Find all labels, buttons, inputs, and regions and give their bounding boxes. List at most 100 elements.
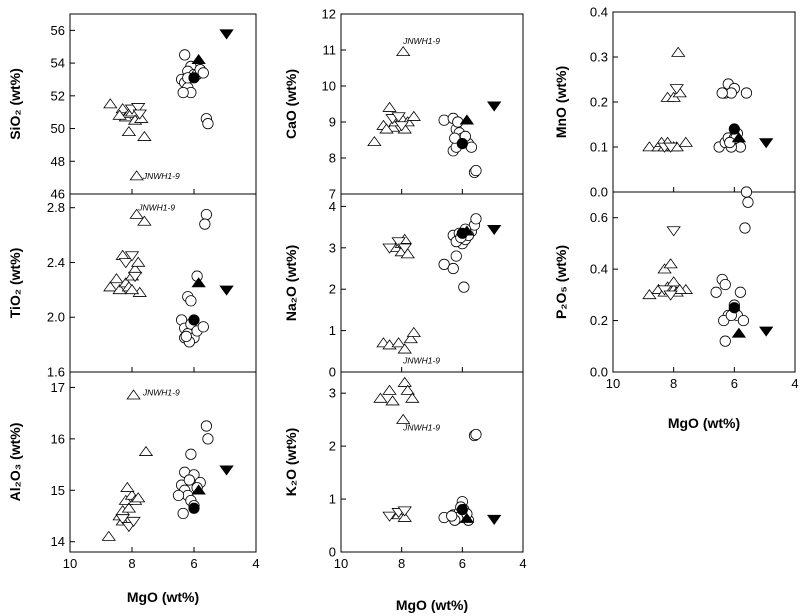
marker-filled-circle [188, 502, 200, 514]
y-tick-label: 0.0 [590, 365, 608, 380]
marker-open-triangle [137, 130, 152, 141]
plot-area: 0 1 2 3 10 8 6 4 JNWH1-9 [329, 376, 527, 571]
marker-open-triangle-down [663, 142, 678, 153]
marker-open-triangle-down [118, 258, 133, 269]
x-tick-label: 4 [791, 376, 798, 391]
sample-annotation: JNWH1-9 [402, 423, 440, 433]
marker-open-circle [710, 286, 722, 298]
plot-area: 0.0 0.1 0.2 0.3 0.4 [590, 5, 796, 200]
y-tick-label: 3 [329, 386, 336, 401]
y-tick-label: 2 [329, 439, 336, 454]
y-tick-label: 4 [329, 199, 336, 214]
x-tick-label: 8 [128, 556, 135, 571]
marker-open-circle [446, 510, 458, 522]
marker-filled-circle [188, 314, 200, 326]
marker-open-triangle [124, 284, 140, 295]
marker-open-circle [177, 507, 189, 520]
marker-open-triangle-down [124, 251, 140, 262]
marker-open-triangle [403, 333, 418, 344]
y-tick-label: 0.3 [590, 50, 608, 65]
marker-open-circle [438, 258, 450, 270]
y-tick-label: 17 [51, 380, 65, 395]
y-tick-label: 52 [51, 88, 65, 103]
plot-area: 7 8 9 10 11 12 JNWH1-9 [322, 7, 524, 202]
panel-mno: 0.0 0.1 0.2 0.3 0.4 MnO (wt%) [553, 5, 796, 200]
marker-open-circle [470, 428, 482, 441]
marker-filled-circle [728, 302, 740, 314]
marker-open-circle [449, 132, 461, 144]
y-tick-label: 50 [51, 121, 65, 136]
x-axis-label: MgO (wt%) [396, 597, 468, 613]
plot-area: 0.0 0.2 0.4 0.6 10 8 6 4 [590, 186, 799, 391]
marker-open-circle [737, 314, 750, 327]
marker-open-triangle [379, 123, 394, 134]
y-tick-label: 0.4 [590, 5, 608, 20]
marker-open-triangle [642, 289, 657, 300]
marker-open-triangle-down [127, 271, 143, 282]
x-axis-label: MgO (wt%) [127, 589, 199, 605]
marker-open-circle [185, 448, 197, 460]
marker-open-circle [716, 87, 728, 99]
marker-open-circle [742, 196, 754, 208]
panel-frame [69, 371, 257, 553]
marker-open-circle [719, 278, 731, 291]
marker-open-triangle [642, 141, 657, 152]
x-tick-label: 4 [519, 556, 526, 571]
panel-al2o3: 14 15 16 17 10 8 6 4 JNWH1-9 Al₂O₃ (wt%) [7, 371, 260, 571]
marker-open-triangle [367, 135, 382, 147]
y-tick-label: 12 [322, 7, 336, 22]
marker-open-triangle [666, 276, 681, 287]
marker-open-circle [200, 208, 212, 221]
marker-open-triangle-down [391, 112, 406, 123]
marker-open-circle [172, 489, 185, 502]
marker-filled-triangle [731, 327, 747, 338]
marker-filled-triangle [191, 54, 206, 65]
sample-annotation: JNWH1-9 [402, 36, 440, 46]
panel-k2o: 0 1 2 3 10 8 6 4 JNWH1-9 K₂O (wt%) [283, 371, 527, 571]
marker-filled-triangle [459, 114, 475, 125]
marker-open-triangle [663, 258, 678, 269]
marker-open-circle [180, 330, 192, 342]
y-tick-label: 0 [329, 545, 336, 560]
x-tick-label: 6 [190, 556, 197, 571]
sample-annotation: JNWH1-9 [142, 171, 180, 181]
marker-open-triangle [391, 337, 406, 348]
y-tick-label: 48 [51, 154, 65, 169]
marker-open-triangle-down [397, 506, 412, 517]
panel-frame [612, 191, 796, 373]
y-tick-label: 8 [329, 151, 336, 166]
marker-filled-triangle-down [219, 285, 234, 296]
marker-open-circle [197, 321, 209, 333]
marker-open-circle [177, 86, 189, 99]
y-tick-label: 2.4 [47, 255, 65, 270]
marker-open-triangle [112, 109, 127, 120]
marker-filled-triangle-down [219, 465, 234, 476]
marker-open-triangle-down [666, 226, 681, 237]
y-axis-label: Al₂O₃ (wt%) [7, 423, 23, 502]
marker-open-circle [199, 218, 211, 230]
plot-area: 0 1 2 3 4 JNWH1-9 [329, 199, 524, 380]
plot-area: 1.6 2.0 2.4 2.8 JNWH1-9 [47, 200, 257, 380]
marker-open-triangle-down [131, 103, 146, 114]
y-tick-label: 1 [329, 323, 336, 338]
marker-open-triangle [129, 170, 144, 181]
marker-open-triangle [121, 502, 137, 513]
x-tick-label: 4 [252, 556, 259, 571]
marker-open-circle [197, 67, 209, 79]
marker-open-triangle [131, 256, 146, 267]
y-tick-label: 0.6 [590, 210, 608, 225]
marker-filled-circle [728, 123, 740, 135]
y-tick-label: 56 [51, 23, 65, 38]
panel-frame [69, 13, 257, 195]
marker-open-triangle-down [663, 290, 678, 301]
marker-open-circle [452, 116, 464, 128]
marker-open-triangle [382, 384, 397, 395]
x-tick-label: 6 [459, 556, 466, 571]
panel-frame [340, 193, 524, 373]
marker-open-triangle [131, 492, 146, 503]
marker-open-circle [202, 118, 214, 130]
panel-na2o: 0 1 2 3 4 JNWH1-9 Na₂O (wt%) [283, 193, 524, 380]
marker-open-circle [438, 114, 450, 126]
y-tick-label: 0.0 [590, 185, 608, 200]
